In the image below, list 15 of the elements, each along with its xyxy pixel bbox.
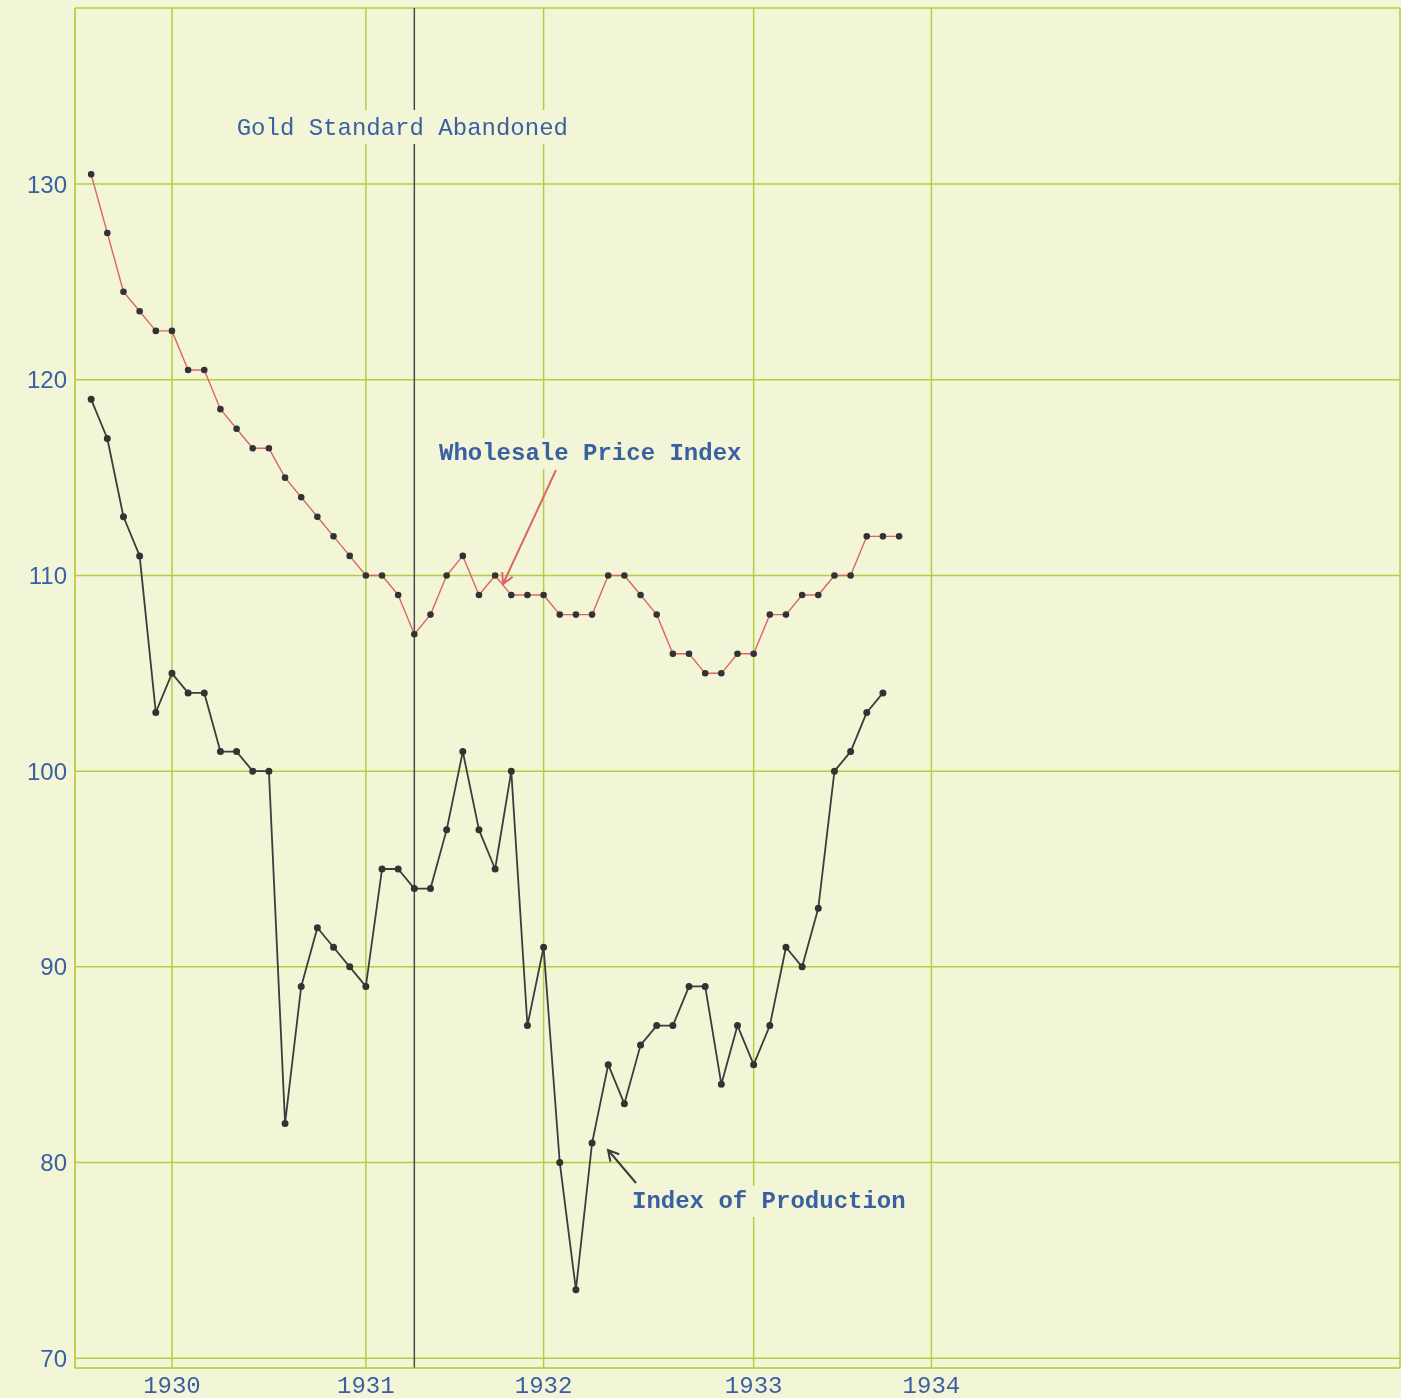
legend-label: Index of Production [628, 1186, 910, 1217]
ref-line-label: Gold Standard Abandoned [236, 115, 568, 142]
x-tick-label: 1932 [514, 1373, 573, 1398]
y-tick-label: 120 [26, 366, 67, 394]
x-tick-label: 1931 [337, 1373, 395, 1398]
text: Wholesale Price Index [435, 438, 746, 469]
x-tick-label: 1930 [143, 1373, 201, 1398]
y-tick-label: 80 [40, 1149, 67, 1177]
y-tick-label: 110 [28, 562, 67, 589]
y-tick-label: 130 [26, 170, 67, 198]
y-tick-label: 70 [40, 1344, 67, 1372]
x-tick-label: 1933 [724, 1373, 783, 1398]
x-tick-label: 1934 [902, 1373, 961, 1398]
y-tick-label: 90 [40, 953, 67, 981]
y-tick-label: 100 [26, 757, 67, 785]
